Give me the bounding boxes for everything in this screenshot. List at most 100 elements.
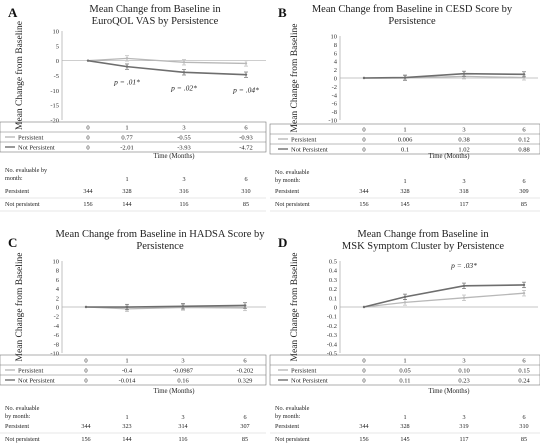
data-table-frame (0, 121, 267, 153)
table-header-cell: 0 (86, 125, 89, 132)
p-value-annotation: p = .03* (450, 261, 477, 270)
y-tick-label: 0 (334, 305, 337, 312)
y-tick-label: -2 (54, 314, 59, 321)
y-tick-label: 2 (334, 67, 337, 74)
counts-header-cell: 1 (403, 178, 406, 185)
table-value-cell: 0.16 (177, 378, 189, 385)
chart-title-line: MSK Symptom Cluster by Persistence (342, 241, 505, 252)
data-point (462, 284, 466, 288)
table-value-cell: -4.72 (239, 145, 253, 152)
counts-value-cell: 85 (242, 436, 248, 443)
y-tick-label: 0.2 (329, 286, 337, 293)
table-value-cell: -0.4 (122, 368, 133, 375)
counts-value-cell: 144 (122, 436, 131, 443)
legend-label: Not Persistent (18, 378, 55, 385)
counts-row-label: Persistent (5, 188, 29, 195)
data-table-frame (0, 354, 267, 386)
table-value-cell: 0 (84, 368, 87, 375)
data-point (403, 301, 407, 304)
counts-value-cell: 318 (459, 188, 468, 195)
table-value-cell: 0 (362, 378, 365, 385)
counts-value-cell: 319 (459, 423, 468, 430)
counts-value-cell: 328 (400, 423, 409, 430)
counts-row-label: Not persistent (275, 201, 310, 208)
y-tick-label: 6 (56, 277, 60, 284)
data-point (182, 71, 186, 74)
y-axis-label: Mean Change from Baseline (14, 253, 25, 362)
p-value-annotation: p = .01* (113, 78, 140, 87)
y-tick-label: 0 (56, 58, 59, 65)
y-tick-label: -4 (54, 323, 60, 330)
panel-letter: B (278, 5, 287, 20)
counts-header-cell: 6 (243, 414, 246, 421)
counts-value-cell: 116 (179, 201, 188, 208)
table-value-cell: 0.05 (399, 368, 410, 375)
counts-value-cell: 85 (243, 201, 249, 208)
y-tick-label: 0 (334, 76, 337, 83)
table-header-cell: 6 (522, 127, 526, 134)
counts-header-cell: 1 (125, 414, 128, 421)
y-tick-label: -8 (54, 341, 59, 348)
counts-value-cell: 316 (179, 188, 188, 195)
counts-value-cell: 344 (359, 188, 368, 195)
panel-letter: D (278, 235, 287, 250)
y-tick-label: -10 (328, 118, 337, 125)
y-tick-label: 0.5 (329, 259, 337, 266)
y-tick-label: -8 (332, 109, 337, 116)
counts-row-label: Persistent (5, 423, 29, 430)
y-tick-label: 2 (56, 295, 59, 302)
y-tick-label: 6 (334, 50, 338, 57)
counts-value-cell: 145 (400, 436, 409, 443)
counts-value-cell: 156 (359, 436, 368, 443)
panel-letter: A (8, 5, 18, 20)
y-tick-label: 8 (334, 42, 337, 49)
y-tick-label: -0.1 (327, 314, 337, 321)
y-tick-label: -2 (332, 84, 337, 91)
series-line-not-persistent (363, 284, 525, 308)
table-value-cell: 0 (362, 137, 365, 144)
table-header-cell: 1 (125, 125, 128, 132)
table-header-cell: 6 (522, 358, 526, 365)
y-tick-label: 8 (56, 268, 59, 275)
data-point (244, 62, 248, 65)
table-header-cell: 3 (462, 127, 465, 134)
data-point (125, 305, 129, 309)
table-header-cell: 6 (244, 125, 248, 132)
data-point (125, 57, 129, 60)
table-value-cell: -0.0987 (173, 368, 194, 375)
data-point (243, 304, 247, 307)
y-tick-label: -6 (54, 332, 60, 339)
counts-value-cell: 85 (521, 201, 527, 208)
counts-value-cell: 156 (81, 436, 90, 443)
table-header-cell: 0 (362, 358, 365, 365)
table-header-cell: 0 (362, 127, 365, 134)
table-value-cell: 0.10 (458, 368, 469, 375)
table-value-cell: 0.38 (458, 137, 469, 144)
counts-value-cell: 307 (240, 423, 249, 430)
counts-caption: No. evaluable (275, 405, 310, 412)
table-value-cell: 0.11 (399, 378, 410, 385)
panel-letter: C (8, 235, 17, 250)
x-axis-label: Time (Months) (428, 388, 469, 395)
counts-value-cell: 344 (81, 423, 90, 430)
data-point (86, 59, 90, 62)
table-value-cell: 0.23 (458, 378, 469, 385)
y-tick-label: -0.5 (327, 351, 337, 358)
table-value-cell: -0.014 (119, 378, 137, 385)
y-tick-label: -10 (50, 88, 59, 95)
counts-value-cell: 314 (178, 423, 187, 430)
table-value-cell: 0.006 (398, 137, 413, 144)
series-line-persistent (363, 292, 525, 308)
counts-value-cell: 156 (83, 201, 92, 208)
chart-title-line: Mean Change from Baseline in HADSA Score… (55, 229, 265, 240)
table-value-cell: -0.55 (177, 135, 191, 142)
table-value-cell: -2.01 (120, 145, 134, 152)
chart-title-line: Mean Change from Baseline in (89, 4, 221, 15)
x-axis-label: Time (Months) (153, 153, 194, 160)
data-point (403, 76, 407, 79)
counts-caption: by month: (5, 413, 31, 420)
y-tick-label: 10 (331, 34, 338, 41)
table-header-cell: 1 (403, 358, 406, 365)
legend-label: Not Persistent (291, 378, 328, 385)
y-axis-label: Mean Change from Baseline (289, 253, 300, 362)
